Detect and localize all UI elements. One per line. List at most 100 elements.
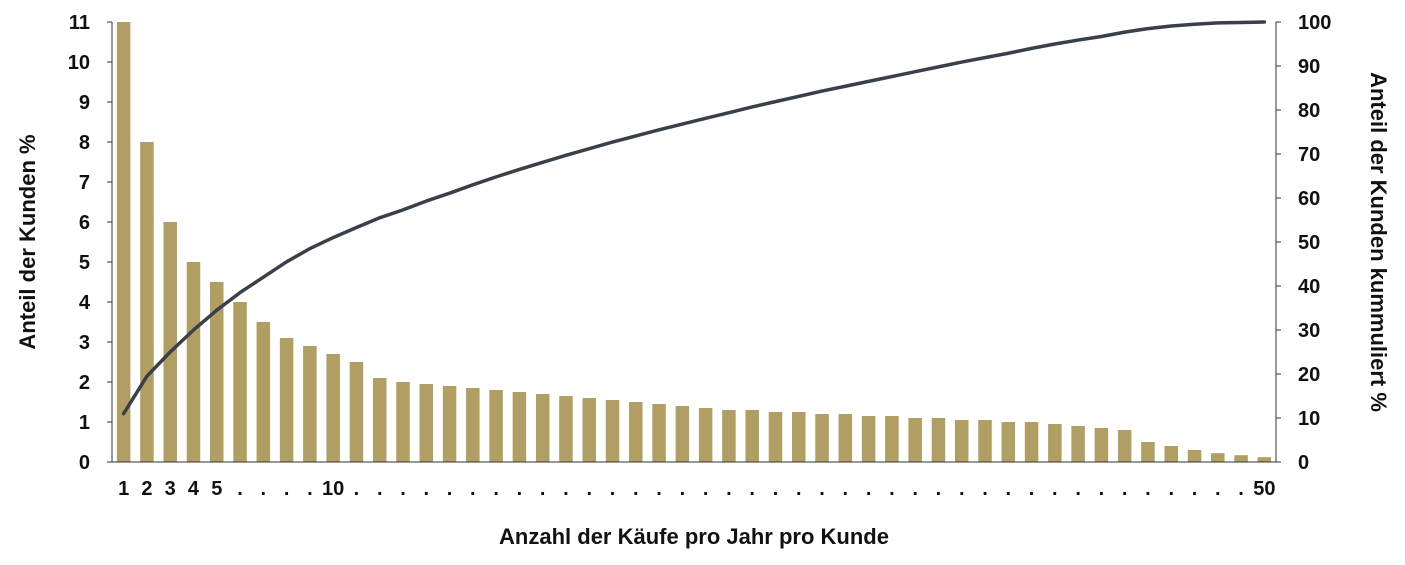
bar-2 [140,142,154,462]
left-tick-label: 7 [79,172,90,194]
bar-31 [815,414,829,462]
right-tick-label: 90 [1298,56,1320,78]
bar-11 [349,362,364,462]
bar-21 [582,398,596,462]
bar-50 [1257,457,1272,462]
x-tick-label: 10 [322,478,344,500]
bar-32 [838,414,853,462]
bar-45 [1141,442,1155,462]
x-tick-label: . [1029,478,1035,500]
bar-6 [233,302,247,462]
bar-34 [885,416,899,462]
x-tick-label: . [796,478,802,500]
x-tick-label: . [237,478,243,500]
bar-37 [954,420,969,462]
right-tick-label: 60 [1298,188,1320,210]
left-tick-label: 4 [79,292,91,314]
right-tick-label: 0 [1298,452,1309,474]
left-tick-label: 2 [79,372,90,394]
bar-26 [698,408,713,462]
bar-5 [210,282,224,462]
x-tick-label: . [610,478,616,500]
left-tick-label: 10 [68,52,90,74]
x-tick-label: 3 [165,478,176,500]
bar-35 [908,418,922,462]
bar-7 [256,322,271,462]
right-tick-label: 10 [1298,408,1320,430]
bar-49 [1234,455,1248,462]
x-tick-label: 50 [1253,478,1275,500]
x-tick-label: . [470,478,476,500]
bar-43 [1094,428,1109,462]
x-tick-label: . [633,478,639,500]
line-layer [121,20,1267,416]
bar-20 [559,396,573,462]
bars-layer [116,22,1272,462]
x-tick-label: . [982,478,988,500]
bar-42 [1071,426,1085,462]
right-axis-title: Anteil der Kunden kummuliert % [1366,72,1391,412]
bar-1 [116,22,131,462]
bar-4 [186,262,201,462]
cumulative-line [121,20,1267,416]
x-tick-label: . [1005,478,1011,500]
x-tick-label: . [517,478,523,500]
bar-29 [768,412,783,462]
left-tick-label: 8 [79,132,90,154]
x-tick-label: . [1192,478,1198,500]
left-tick-label: 0 [79,452,90,474]
bar-41 [1048,424,1062,462]
bar-23 [629,402,643,462]
bar-8 [279,338,294,462]
bar-46 [1164,446,1178,462]
bar-24 [652,404,666,462]
bar-22 [605,400,620,462]
bar-17 [489,390,503,462]
bar-39 [1001,422,1016,462]
left-tick-label: 1 [79,412,90,434]
bar-28 [745,410,759,462]
x-tick-label: . [447,478,453,500]
bar-47 [1187,450,1202,462]
bar-48 [1211,453,1225,462]
bar-13 [396,382,410,462]
x-tick-label: . [1075,478,1081,500]
right-tick-label: 80 [1298,100,1320,122]
x-tick-label: . [1122,478,1128,500]
bar-40 [1024,422,1039,462]
bar-12 [372,378,387,462]
bar-14 [419,384,434,462]
x-tick-label: 5 [211,478,222,500]
bar-33 [861,416,876,462]
x-tick-label: . [656,478,662,500]
x-axis-title: Anzahl der Käufe pro Jahr pro Kunde [499,524,889,549]
bar-9 [303,346,317,462]
x-tick-label: . [261,478,267,500]
x-tick-label: . [1145,478,1151,500]
bar-15 [442,386,457,462]
x-tick-label: . [377,478,383,500]
right-tick-label: 20 [1298,364,1320,386]
x-tick-label: . [843,478,849,500]
x-tick-label: . [1099,478,1105,500]
x-tick-label: . [936,478,942,500]
x-tick-label: . [749,478,755,500]
x-tick-label: . [703,478,709,500]
x-tick-label: . [866,478,872,500]
left-tick-label: 9 [79,92,90,114]
left-tick-label: 11 [69,12,90,34]
left-tick-label: 5 [79,252,90,274]
x-tick-label: . [819,478,825,500]
x-tick-label: . [773,478,779,500]
x-tick-label: . [307,478,313,500]
bar-44 [1117,430,1132,462]
bar-3 [163,222,177,462]
x-tick-label: . [1215,478,1221,500]
x-tick-label: . [400,478,406,500]
x-tick-label: . [493,478,499,500]
x-tick-label: . [1238,478,1244,500]
x-tick-label: . [959,478,965,500]
